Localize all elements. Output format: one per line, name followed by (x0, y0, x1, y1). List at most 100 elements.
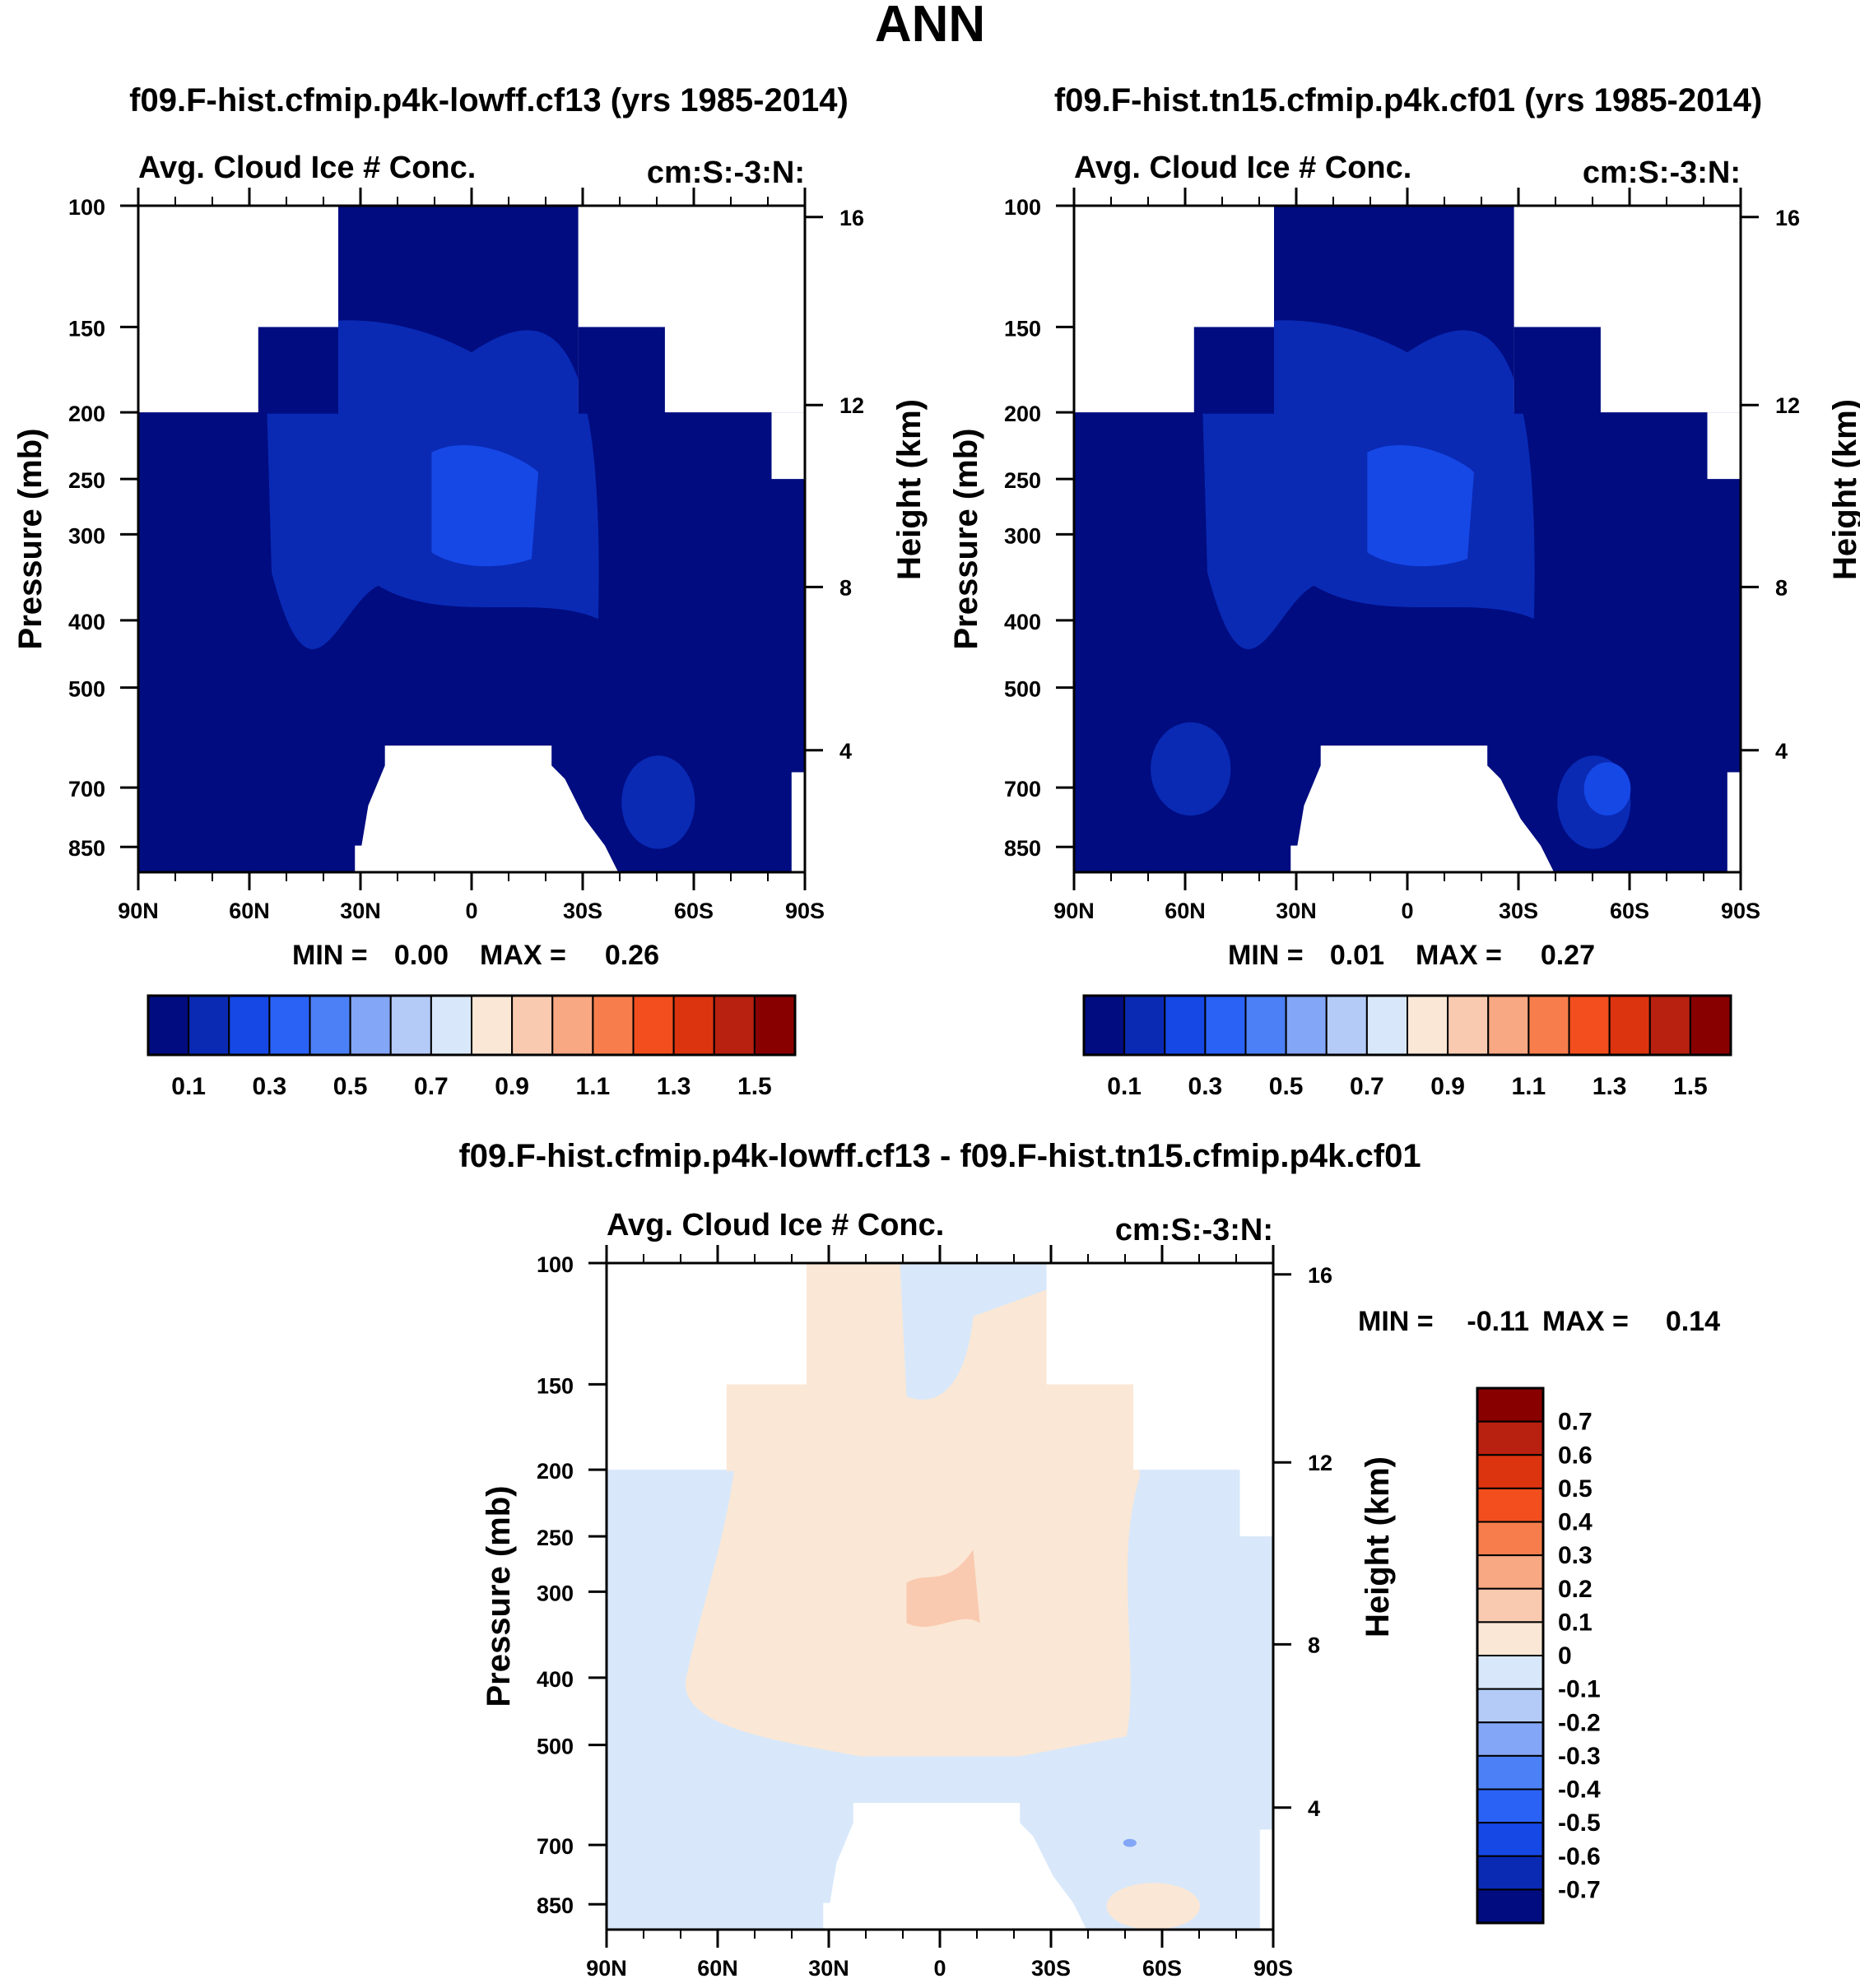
max-label: MAX = (1542, 1306, 1629, 1337)
y2-axis-title: Height (km) (891, 399, 928, 580)
colorbar-label: 0.9 (1430, 1073, 1465, 1100)
x-tick-label: 90S (1253, 1956, 1293, 1981)
panel-test: f09.F-hist.tn15.cfmip.p4k.cf01 (yrs 1985… (948, 82, 1860, 1100)
contour-level-2-north (1151, 722, 1231, 816)
y-tick-label: 200 (68, 402, 105, 426)
x-tick-label: 60S (1610, 899, 1649, 923)
panel-title: f09.F-hist.cfmip.p4k-lowff.cf13 - f09.F-… (458, 1138, 1421, 1174)
colorbar-box (1365, 995, 1408, 1056)
colorbar-label: 0.2 (1558, 1576, 1593, 1603)
colorbar-box (1476, 1554, 1544, 1590)
y-tick-label: 200 (1004, 402, 1041, 426)
y-tick-label: 200 (537, 1459, 574, 1484)
max-label: MAX = (480, 940, 566, 971)
colorbar-box (430, 995, 472, 1056)
colorbar-box (632, 995, 675, 1056)
colorbar-label: 0.5 (1558, 1475, 1593, 1503)
colorbar-label: -0.7 (1558, 1876, 1601, 1903)
colorbar-box (1476, 1688, 1544, 1724)
contour-positive-south (1106, 1883, 1200, 1930)
x-tick-label: 60N (229, 899, 270, 923)
colorbar-box (592, 995, 635, 1056)
y-tick-label: 700 (1004, 777, 1041, 801)
colorbar-box (1476, 1721, 1544, 1757)
colorbar-label: 0.5 (1269, 1073, 1304, 1100)
colorbar-box (228, 995, 271, 1056)
colorbar-box (1476, 1822, 1544, 1857)
colorbar-label: 0.1 (171, 1073, 206, 1100)
x-tick-label: 0 (1401, 899, 1413, 923)
y-tick-label: 500 (537, 1735, 574, 1759)
y2-tick-label: 16 (1308, 1263, 1332, 1288)
masked-region-south-pole (771, 412, 805, 480)
masked-region-antarctic (1727, 772, 1741, 872)
min-label: MIN = (1358, 1306, 1434, 1337)
left-string: Avg. Cloud Ice # Conc. (138, 151, 476, 185)
y-tick-label: 100 (1004, 195, 1041, 220)
field-step-south (1046, 1384, 1133, 1471)
masked-region-south-pole (1239, 1470, 1273, 1537)
y-tick-label: 400 (1004, 610, 1041, 634)
colorbar-box (1164, 995, 1207, 1056)
masked-region-orography (355, 746, 619, 872)
colorbar-label: 0.7 (1350, 1073, 1384, 1100)
contour-negative-spot (1123, 1838, 1137, 1847)
y2-tick-label: 16 (1775, 206, 1800, 230)
colorbar-label: -0.4 (1558, 1777, 1601, 1804)
colorbar-label: 0.4 (1558, 1509, 1593, 1536)
min-label: MIN = (292, 940, 368, 971)
colorbar-box (1476, 1454, 1544, 1489)
field-step-south (1514, 327, 1601, 414)
colorbar-box (1476, 1655, 1544, 1690)
panel-difference: f09.F-hist.cfmip.p4k-lowff.cf13 - f09.F-… (458, 1138, 1720, 1981)
y-tick-label: 150 (1004, 316, 1041, 341)
x-tick-label: 90N (118, 899, 159, 923)
x-tick-label: 30S (1031, 1956, 1071, 1981)
masked-region-orography (1290, 746, 1555, 872)
y-tick-label: 300 (68, 523, 105, 548)
colorbar-label: -0.1 (1558, 1676, 1601, 1703)
colorbar-box (1476, 1387, 1544, 1423)
colorbar-label: -0.5 (1558, 1809, 1601, 1837)
y2-tick-label: 4 (1775, 739, 1788, 764)
colorbar-box (1568, 995, 1611, 1056)
colorbar-box (1648, 995, 1691, 1056)
panel-control: f09.F-hist.cfmip.p4k-lowff.cf13 (yrs 198… (12, 82, 928, 1100)
y-tick-label: 300 (537, 1581, 574, 1605)
x-tick-label: 60N (697, 1956, 738, 1981)
colorbar-box (1476, 1587, 1544, 1623)
x-tick-label: 0 (465, 899, 477, 923)
colorbar-box (1476, 1621, 1544, 1656)
y2-tick-label: 16 (839, 206, 864, 230)
colorbar-box (389, 995, 432, 1056)
y2-tick-label: 4 (1308, 1796, 1320, 1821)
x-tick-label: 60S (1142, 1956, 1182, 1981)
contour-strong-positive (906, 1549, 980, 1628)
x-tick-label: 90N (586, 1956, 627, 1981)
masked-region-south-pole (1707, 412, 1741, 480)
y2-tick-label: 8 (1308, 1633, 1320, 1657)
x-tick-label: 30S (563, 899, 602, 923)
colorbar-box (1285, 995, 1328, 1056)
x-tick-label: 30N (340, 899, 381, 923)
y-tick-label: 500 (68, 677, 105, 702)
colorbar-box (1528, 995, 1570, 1056)
colorbar-box (147, 995, 190, 1056)
colorbar-box (1083, 995, 1126, 1056)
colorbar-label: 0.9 (495, 1073, 529, 1100)
colorbar-box (1123, 995, 1166, 1056)
min-value: -0.11 (1467, 1306, 1529, 1337)
colorbar-box (1407, 995, 1449, 1056)
y-tick-label: 250 (68, 468, 105, 493)
max-value: 0.27 (1541, 940, 1595, 971)
y-tick-label: 150 (68, 316, 105, 341)
y-tick-label: 850 (537, 1893, 574, 1918)
colorbar-frame (146, 994, 797, 1057)
colorbar-label: 0.7 (414, 1073, 449, 1100)
x-tick-label: 60S (674, 899, 714, 923)
left-string: Avg. Cloud Ice # Conc. (607, 1208, 944, 1242)
colorbar-box (753, 995, 796, 1056)
colorbar-label: 1.3 (657, 1073, 691, 1100)
y-tick-label: 850 (68, 836, 105, 861)
